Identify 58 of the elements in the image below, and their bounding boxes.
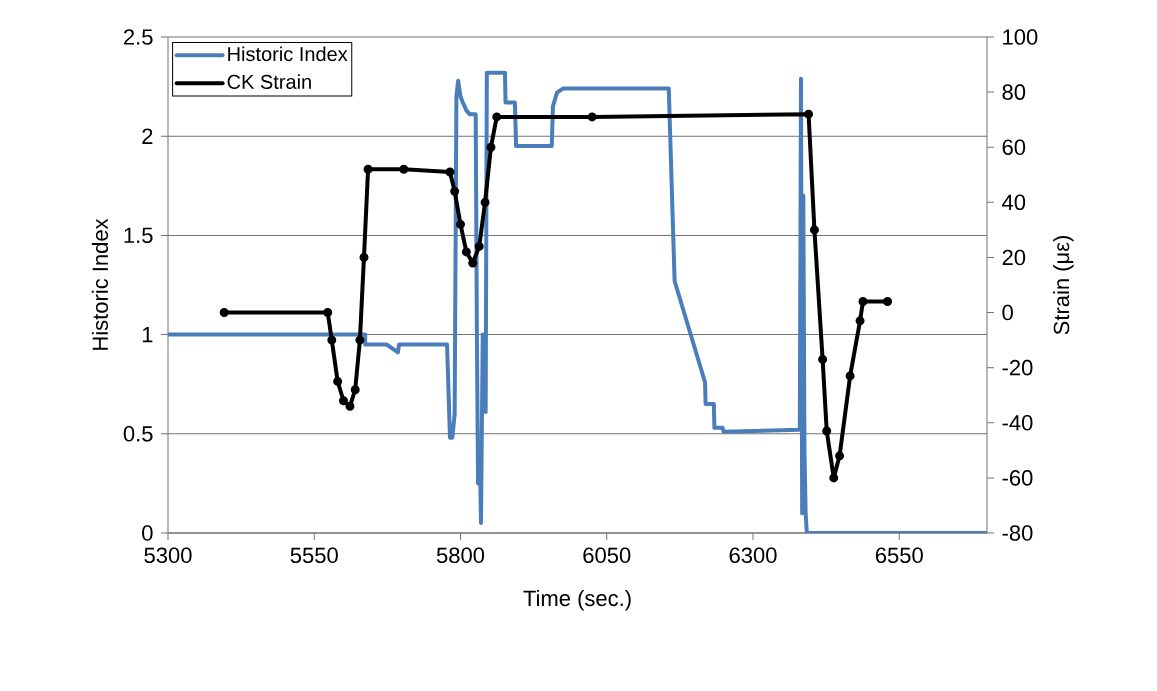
point bbox=[355, 335, 365, 345]
y2-tick-label: 20 bbox=[1002, 249, 1026, 266]
y2-tick-label: 80 bbox=[1002, 84, 1026, 100]
y2-axis-title: Strain (με) bbox=[1053, 236, 1074, 335]
y-axis-title: Historic Index bbox=[91, 218, 109, 350]
y-tick-label: 1.5 bbox=[124, 227, 153, 244]
y2-tick-label: -20 bbox=[1002, 359, 1033, 376]
y2-tick-label: 60 bbox=[1002, 139, 1026, 156]
point bbox=[399, 164, 409, 174]
point bbox=[486, 142, 496, 152]
x-tick-label: 6050 bbox=[583, 547, 631, 564]
point bbox=[587, 112, 597, 122]
point bbox=[333, 376, 343, 386]
y2-tick-label: -60 bbox=[1002, 470, 1033, 486]
y2-tick-label: 40 bbox=[1002, 194, 1026, 211]
point bbox=[456, 219, 465, 229]
x-axis-title: Time (sec.) bbox=[523, 589, 631, 611]
x-tick-label: 5550 bbox=[290, 547, 338, 564]
y-tick-label: 2.5 bbox=[124, 29, 153, 45]
point bbox=[350, 385, 360, 395]
point bbox=[822, 426, 832, 436]
y2-tick-label: 100 bbox=[1003, 29, 1038, 45]
legend-label: Historic Index bbox=[228, 46, 348, 62]
y-tick-label: 0.5 bbox=[123, 426, 153, 442]
point bbox=[219, 308, 229, 318]
y2-tick-label: -80 bbox=[1002, 525, 1033, 541]
point bbox=[829, 473, 839, 483]
point bbox=[835, 451, 845, 461]
point bbox=[363, 164, 373, 174]
point bbox=[339, 396, 348, 406]
y2-tick-label: -40 bbox=[1002, 414, 1033, 431]
point bbox=[804, 109, 814, 119]
y-tick-label: 1 bbox=[142, 327, 153, 343]
x-tick-label: 5300 bbox=[144, 547, 192, 564]
legend-label: CK Strain bbox=[227, 74, 311, 89]
x-tick-label: 5800 bbox=[436, 547, 485, 564]
point bbox=[845, 371, 855, 381]
point bbox=[809, 225, 819, 235]
point bbox=[461, 247, 471, 257]
point bbox=[323, 308, 333, 318]
point bbox=[327, 335, 337, 345]
point bbox=[855, 316, 865, 326]
point bbox=[492, 112, 502, 122]
point bbox=[345, 401, 355, 411]
point bbox=[468, 258, 478, 268]
point bbox=[450, 186, 460, 196]
point bbox=[818, 354, 828, 364]
y-tick-label: 0 bbox=[142, 525, 153, 541]
point bbox=[858, 297, 868, 307]
point bbox=[359, 252, 369, 262]
x-tick-label: 6300 bbox=[729, 547, 777, 564]
point bbox=[480, 197, 490, 207]
point bbox=[445, 167, 455, 177]
point bbox=[883, 297, 893, 307]
x-tick-label: 6550 bbox=[875, 547, 923, 564]
y-tick-label: 2 bbox=[142, 128, 153, 144]
y2-tick-label: 0 bbox=[1002, 304, 1013, 321]
point bbox=[474, 241, 484, 251]
